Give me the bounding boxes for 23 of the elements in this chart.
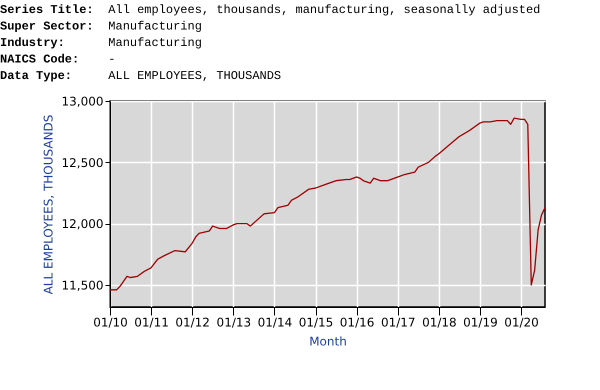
x-tick-label: 01/11 xyxy=(134,316,169,330)
text: NAICS Code: - xyxy=(0,52,116,66)
line-series xyxy=(110,118,545,290)
text: Series Title: All employees, thousands, manufacturing, seasonally adjusted xyxy=(0,3,540,17)
x-tick-label: 01/12 xyxy=(175,316,210,330)
text: Super Sector: Manufacturing xyxy=(0,20,202,34)
x-tick-label: 01/13 xyxy=(216,316,252,330)
x-tick-label: 01/20 xyxy=(504,316,539,330)
y-axis-title: ALL EMPLOYEES, THOUSANDS xyxy=(42,114,56,294)
x-tick-label: 01/19 xyxy=(463,316,498,330)
text: Industry: Manufacturing xyxy=(0,36,202,50)
x-tick-label: 01/14 xyxy=(258,316,292,330)
text: Data Type: ALL EMPLOYEES, THOUSANDS xyxy=(0,69,282,83)
y-tick-label: 12,500 xyxy=(62,156,104,170)
y-tick-label: 12,000 xyxy=(62,217,104,232)
x-tick-label: 01/15 xyxy=(298,316,334,330)
y-tick-label: 13,000 xyxy=(62,94,104,108)
x-tick-label: 01/17 xyxy=(380,316,416,330)
x-axis-title: Month xyxy=(309,334,347,348)
y-tick-label: 11,500 xyxy=(62,278,104,292)
x-tick-label: 01/18 xyxy=(422,316,457,330)
x-tick-label: 01/16 xyxy=(340,316,374,330)
x-tick-label: 01/10 xyxy=(93,316,128,330)
